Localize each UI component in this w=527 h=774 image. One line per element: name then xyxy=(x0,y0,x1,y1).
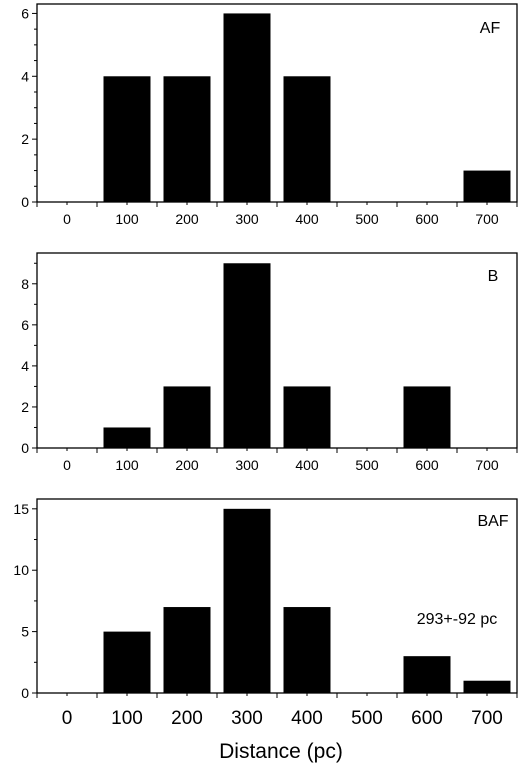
x-tick-label: 400 xyxy=(295,211,319,227)
panel-annotation: 293+-92 pc xyxy=(417,611,498,628)
x-tick-label: 300 xyxy=(231,708,263,729)
x-tick-label: 200 xyxy=(175,211,199,227)
panel-label: BAF xyxy=(477,513,508,530)
y-tick-label: 4 xyxy=(21,358,29,374)
y-tick-label: 6 xyxy=(21,5,29,21)
bar-300 xyxy=(223,263,271,448)
bar-700 xyxy=(463,170,511,202)
x-tick-label: 400 xyxy=(291,708,323,729)
y-tick-label: 0 xyxy=(21,440,29,456)
bar-300 xyxy=(223,508,271,693)
bar-600 xyxy=(403,386,451,448)
y-tick-label: 2 xyxy=(21,131,29,147)
y-tick-label: 0 xyxy=(21,194,29,210)
bar-200 xyxy=(163,76,211,202)
y-tick-label: 6 xyxy=(21,317,29,333)
panel-af: 0 100 200 300 400 500 600 700 0 2 4 6 AF xyxy=(21,3,518,227)
x-tick-label: 100 xyxy=(111,708,143,729)
x-tick-label: 500 xyxy=(355,211,379,227)
bar-100 xyxy=(103,76,151,202)
bar-100 xyxy=(103,427,151,448)
x-tick-label: 600 xyxy=(415,211,439,227)
x-tick-label: 700 xyxy=(471,708,503,729)
bar-400 xyxy=(283,607,331,693)
panel-b: 0 100 200 300 400 500 600 700 0 2 4 6 8 B xyxy=(21,252,518,473)
x-tick-label: 100 xyxy=(115,211,139,227)
y-tick-label: 2 xyxy=(21,399,29,415)
x-tick-label: 700 xyxy=(475,211,499,227)
bar-700 xyxy=(463,680,511,693)
y-tick-label: 5 xyxy=(21,624,29,640)
x-tick-label: 500 xyxy=(351,708,383,729)
bar-400 xyxy=(283,76,331,202)
x-tick-label: 200 xyxy=(171,708,203,729)
y-tick-label: 10 xyxy=(13,562,29,578)
x-axis-title: Distance (pc) xyxy=(219,740,343,763)
x-tick-label: 0 xyxy=(63,457,71,473)
y-tick-label: 0 xyxy=(21,685,29,701)
y-tick-label: 15 xyxy=(13,501,29,517)
panel-label: AF xyxy=(480,20,501,37)
x-tick-label: 300 xyxy=(235,211,259,227)
x-tick-label: 300 xyxy=(235,457,259,473)
bar-100 xyxy=(103,631,151,693)
x-tick-label: 600 xyxy=(411,708,443,729)
x-tick-label: 700 xyxy=(475,457,499,473)
x-tick-label: 100 xyxy=(115,457,139,473)
bar-300 xyxy=(223,13,271,202)
bar-400 xyxy=(283,386,331,448)
bar-600 xyxy=(403,656,451,693)
x-tick-label: 600 xyxy=(415,457,439,473)
bar-200 xyxy=(163,607,211,693)
x-tick-label: 500 xyxy=(355,457,379,473)
panel-baf: 0 100 200 300 400 500 600 700 0 5 10 15 BAF 293+-92 p… xyxy=(13,498,518,729)
panel-label: B xyxy=(488,268,499,285)
bar-200 xyxy=(163,386,211,448)
y-tick-label: 8 xyxy=(21,276,29,292)
x-tick-label: 400 xyxy=(295,457,319,473)
y-tick-label: 4 xyxy=(21,68,29,84)
x-tick-label: 0 xyxy=(63,211,71,227)
x-tick-label: 0 xyxy=(62,708,73,729)
x-tick-label: 200 xyxy=(175,457,199,473)
